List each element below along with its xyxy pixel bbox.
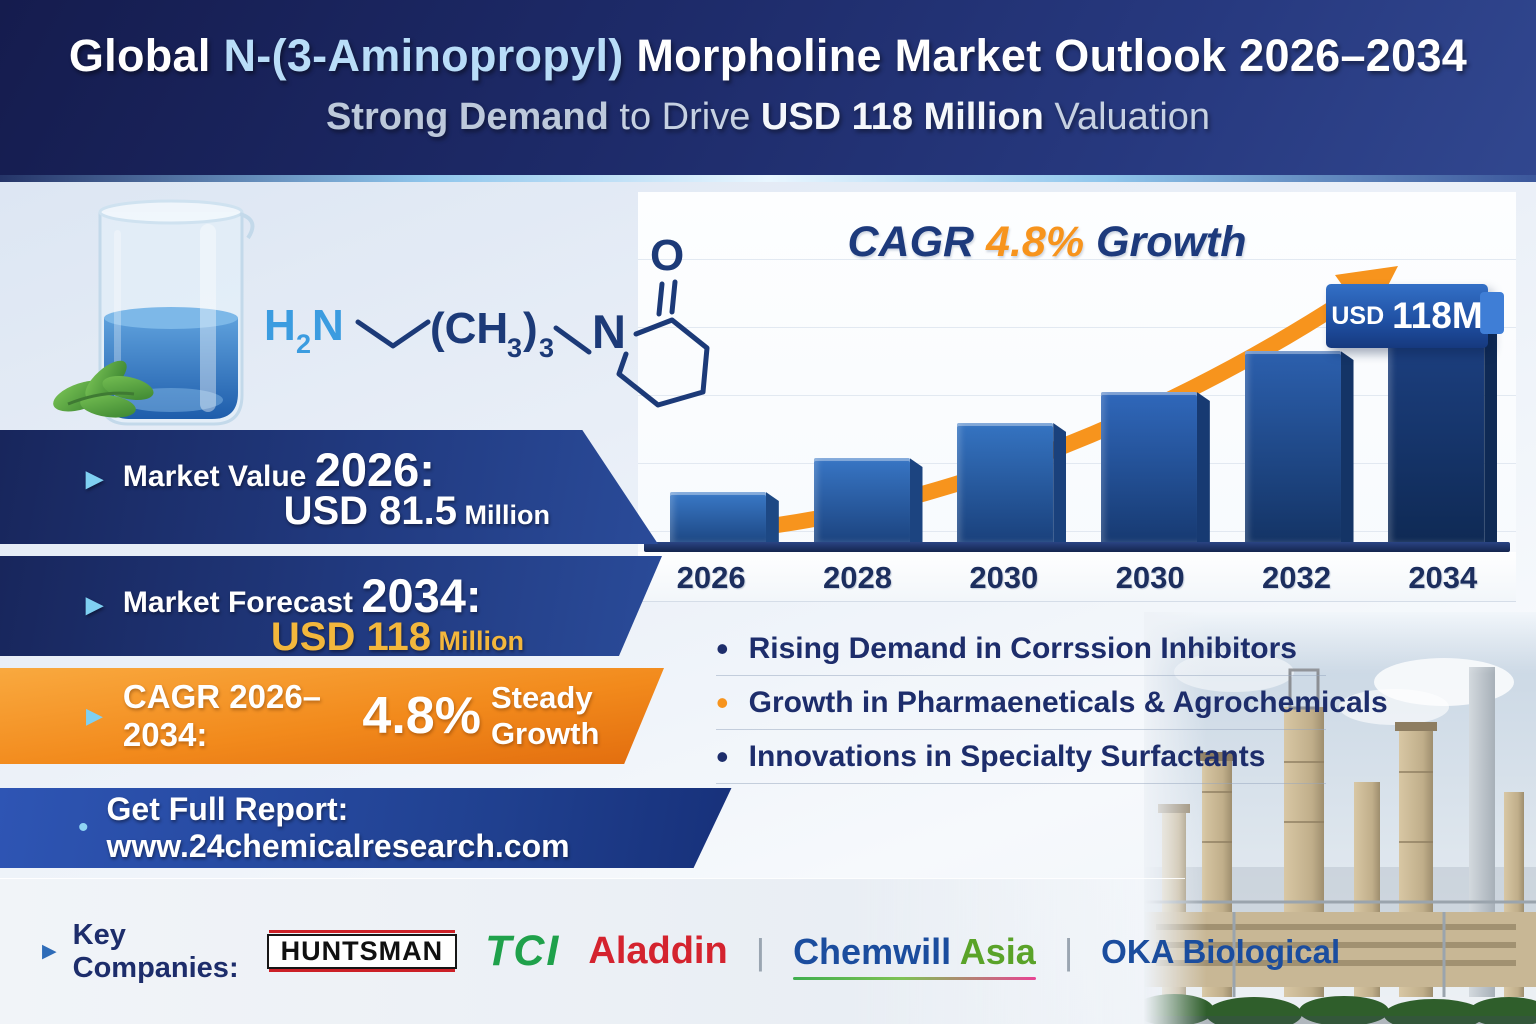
- report-link-banner[interactable]: • Get Full Report: www.24chemicalresearc…: [0, 788, 732, 868]
- chart-bar-2028: [813, 458, 923, 547]
- title-highlight: N-(3-Aminopropyl): [223, 30, 624, 81]
- svg-text:N: N: [312, 301, 344, 350]
- chart-bar-side: [909, 458, 923, 547]
- x-axis-labels: 2026 2028 2030 2030 2032 2034: [638, 552, 1516, 602]
- bar-slot: [790, 458, 934, 547]
- svg-text:): ): [523, 304, 538, 353]
- market-forecast-year: 2034:: [361, 569, 482, 622]
- x-axis-label: 2028: [823, 560, 892, 595]
- chart-bar-2026: [669, 492, 779, 547]
- report-link-text: Get Full Report: www.24chemicalresearch.…: [106, 791, 570, 864]
- key-companies-band: ▶ Key Companies: HUNTSMAN TCI Aladdin | …: [0, 878, 1340, 1024]
- huntsman-logo: HUNTSMAN: [266, 930, 458, 972]
- svg-text:2: 2: [296, 329, 311, 359]
- ring-n-label: N: [592, 305, 626, 358]
- bar-slot: [1221, 351, 1365, 547]
- bullet-dot-icon: •: [716, 681, 729, 723]
- chart-bar-side: [1340, 351, 1354, 547]
- amine-label: H: [264, 301, 296, 350]
- chart-bar-2032: [1244, 351, 1354, 547]
- triangle-bullet-icon: ▶: [86, 466, 103, 491]
- market-value-year: 2026:: [314, 443, 435, 496]
- triangle-bullet-icon: ▶: [86, 592, 103, 617]
- bar-slot: [1077, 392, 1221, 547]
- market-value-label: Market Value: [122, 460, 315, 493]
- chart-bar-side: [765, 492, 779, 547]
- key-companies-label: Key Companies:: [72, 918, 239, 984]
- x-axis-label: 2030: [1115, 560, 1185, 595]
- chart-bar-side: [1196, 392, 1210, 547]
- chart-bar-side: [1484, 294, 1498, 547]
- list-item: • Innovations in Specialty Surfactants: [716, 730, 1326, 784]
- header-banner: Global N-(3-Aminopropyl) Morpholine Mark…: [0, 0, 1536, 182]
- triangle-bullet-icon: ▶: [86, 703, 103, 728]
- value-badge-2034: USD 118M: [1326, 284, 1504, 348]
- bar-slot: [933, 423, 1077, 547]
- market-forecast-banner: ▶ Market Forecast 2034: USD 118 Million: [0, 556, 662, 656]
- cagr-banner: ▶ CAGR 2026–2034: 4.8% Steady Growth: [0, 668, 664, 764]
- beaker-illustration: [48, 190, 270, 443]
- market-forecast-label: Market Forecast: [122, 586, 362, 619]
- market-value-banner: ▶ Market Value 2026: USD 81.5 Million: [0, 430, 658, 544]
- chart-title: CAGR 4.8% Growth: [847, 218, 1247, 266]
- bullet-dot-icon: •: [716, 735, 729, 777]
- aladdin-logo: Aladdin: [588, 930, 728, 972]
- chart-bar-2030: [957, 423, 1067, 547]
- cagr-value: 4.8%: [986, 218, 1085, 266]
- cagr-amount: 4.8%: [362, 687, 481, 745]
- tci-logo: TCI: [485, 927, 561, 975]
- chemwill-asia-logo: Chemwill Asia: [793, 930, 1036, 980]
- oka-biological-logo: OKA Biological: [1101, 932, 1341, 970]
- x-axis-label: 2032: [1261, 560, 1331, 595]
- chart-bar-2030: [1100, 392, 1210, 547]
- leaf-icon: [53, 360, 154, 418]
- chart-bar-side: [1053, 423, 1067, 547]
- market-value-amount: USD 81.5: [283, 489, 458, 533]
- ring-o-label: O: [650, 231, 684, 280]
- page-subtitle: Strong Demand to Drive USD 118 Million V…: [325, 96, 1211, 138]
- chart-baseline: [644, 542, 1510, 552]
- page-title: Global N-(3-Aminopropyl) Morpholine Mark…: [68, 30, 1468, 81]
- svg-text:3: 3: [507, 333, 522, 363]
- cagr-unit: Steady Growth: [490, 680, 600, 751]
- logo-separator: |: [755, 930, 766, 972]
- triangle-bullet-icon: ▶: [42, 941, 57, 962]
- svg-text:3: 3: [539, 333, 554, 363]
- bar-slot: [646, 492, 790, 547]
- bar-chart-panel: CAGR 4.8% Growth 2026 2028 2030 2030 2032 203…: [638, 192, 1516, 602]
- bullet-dot-icon: •: [716, 627, 729, 669]
- molecule-structure: H 2 N (CH 3 ) 3 N O: [260, 222, 725, 417]
- x-axis-label: 2034: [1408, 560, 1478, 595]
- chain-label: (CH: [430, 304, 508, 353]
- logo-separator: |: [1063, 930, 1074, 972]
- cagr-label: CAGR 2026–2034:: [122, 678, 322, 753]
- market-forecast-amount: USD 118: [270, 615, 432, 659]
- x-axis-label: 2030: [969, 560, 1039, 595]
- list-item: • Growth in Pharmaeneticals & Agrochemic…: [716, 676, 1388, 730]
- list-item: • Rising Demand in Corrssion Inhibitors: [716, 622, 1326, 676]
- x-axis-label: 2026: [676, 560, 746, 595]
- industrial-plant-photo: [1134, 612, 1536, 1024]
- dot-bullet-icon: •: [78, 811, 89, 844]
- market-drivers-list: • Rising Demand in Corrssion Inhibitors …: [716, 622, 1388, 784]
